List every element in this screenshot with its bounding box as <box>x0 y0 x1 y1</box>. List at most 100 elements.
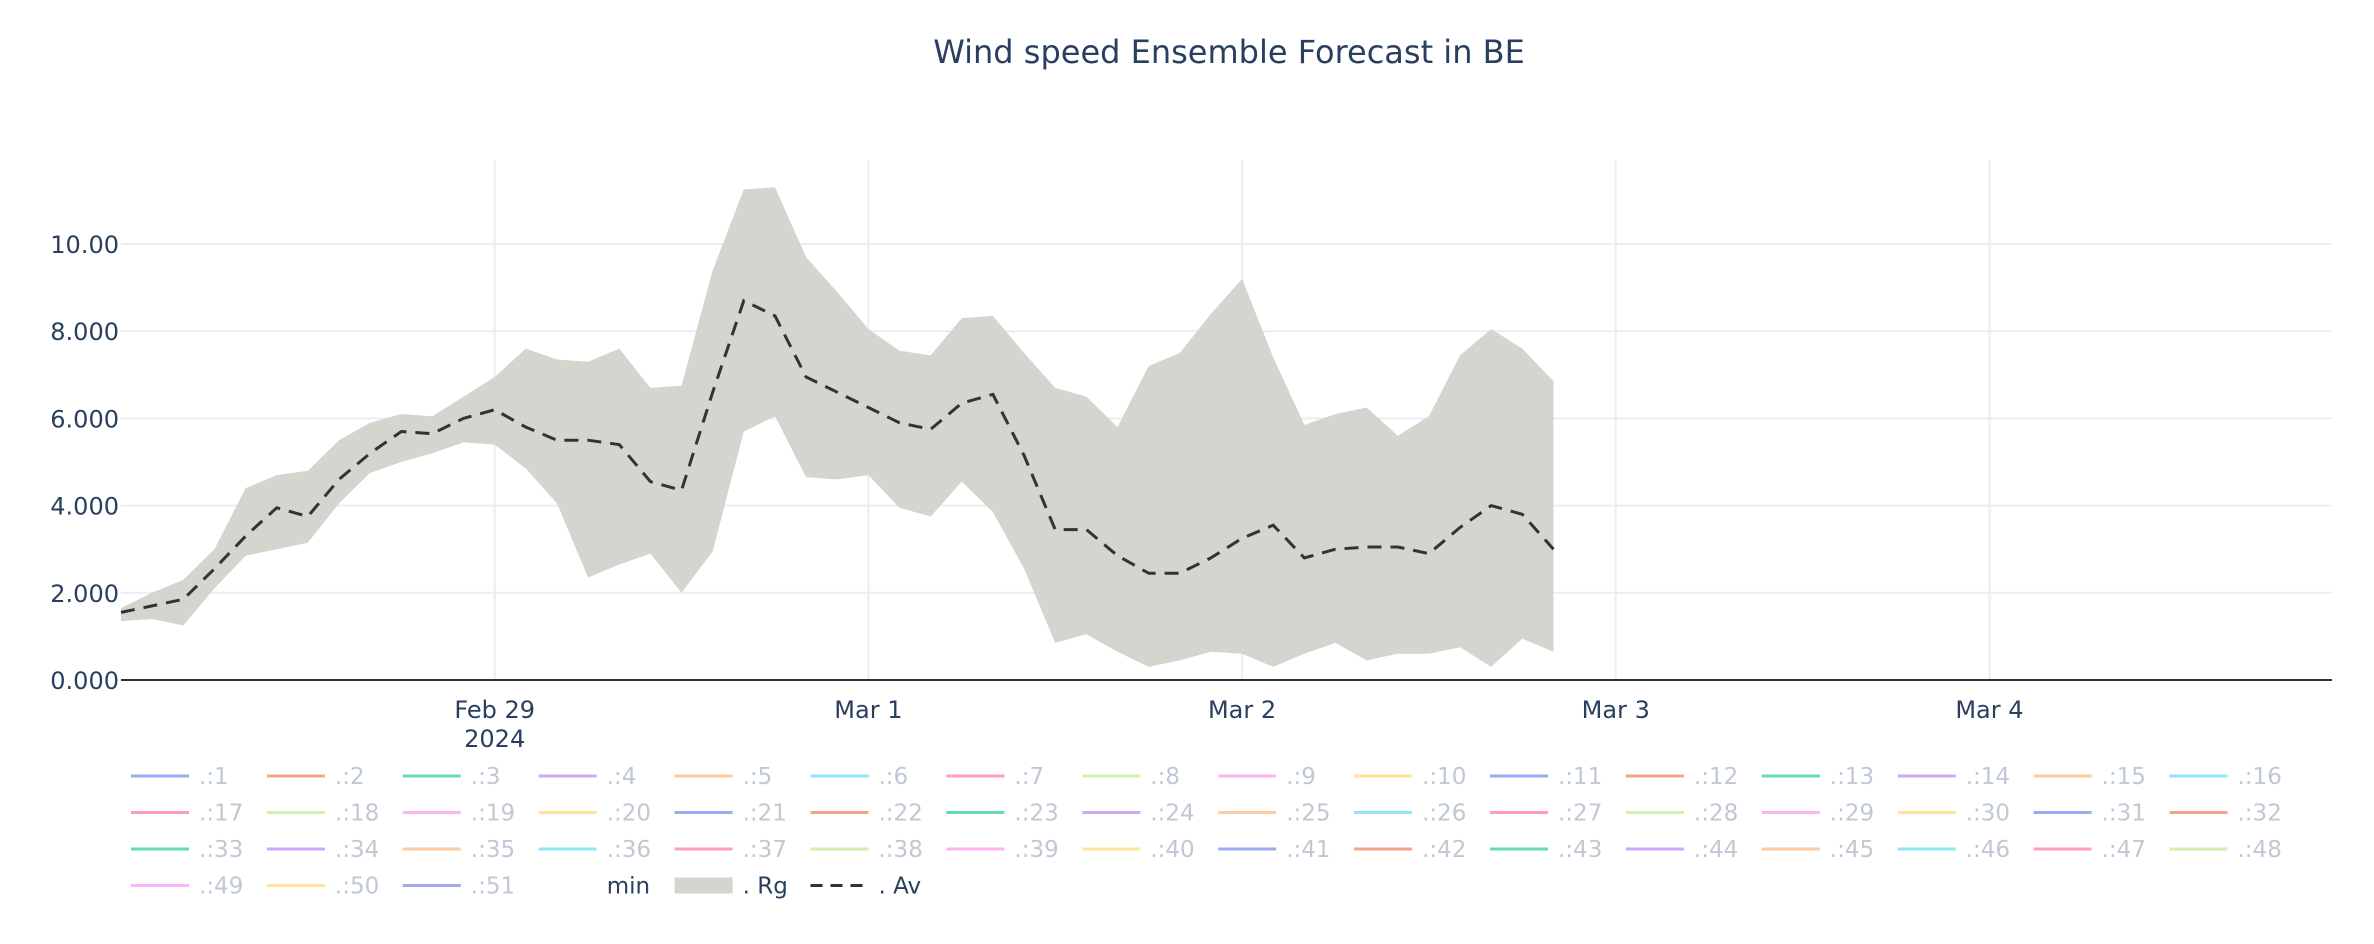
legend-label: .:30 <box>1966 801 2010 827</box>
legend-item[interactable]: .:29 <box>1761 801 1874 827</box>
legend-label: .:26 <box>1422 801 1466 827</box>
legend-item[interactable]: .:36 <box>538 837 651 863</box>
legend-label: .:40 <box>1150 837 1194 863</box>
legend-label: .:1 <box>199 764 229 790</box>
legend-item[interactable]: .:16 <box>2169 764 2282 790</box>
legend-item[interactable]: .:50 <box>266 874 379 900</box>
legend-item[interactable]: .:7 <box>946 764 1044 790</box>
legend-item[interactable]: .:30 <box>1897 801 2010 827</box>
legend-label: .:9 <box>1286 764 1316 790</box>
plot-area <box>120 187 1555 667</box>
legend-label: .:34 <box>335 837 379 863</box>
legend-item[interactable]: . Av <box>810 874 922 900</box>
legend-label: .:35 <box>471 837 515 863</box>
legend-item[interactable]: .:23 <box>946 801 1059 827</box>
legend-label: .:14 <box>1966 764 2010 790</box>
range-band <box>121 187 1554 667</box>
legend-item[interactable]: .:31 <box>2033 801 2146 827</box>
legend-label: .:48 <box>2238 837 2282 863</box>
axes: 0.000 2.000 4.000 6.000 8.000 10.00 Feb 292024… <box>50 231 2332 753</box>
legend-item[interactable]: .:6 <box>810 764 909 790</box>
legend-item[interactable]: .:42 <box>1354 837 1466 863</box>
legend-label: .:24 <box>1150 801 1194 827</box>
legend-item[interactable]: .:21 <box>674 801 787 827</box>
legend-item[interactable]: .:41 <box>1218 837 1331 863</box>
legend-label: .:46 <box>1966 837 2010 863</box>
legend-item[interactable]: .:34 <box>266 837 379 863</box>
legend-label: .:47 <box>2102 837 2146 863</box>
legend-item[interactable]: .:38 <box>810 837 923 863</box>
x-tick-year-label: 2024 <box>464 725 525 753</box>
legend-item[interactable]: .:25 <box>1218 801 1331 827</box>
legend-label: .:20 <box>607 801 651 827</box>
legend-label: .:43 <box>1558 837 1602 863</box>
legend-label: .:33 <box>199 837 243 863</box>
y-tick-label: 4.000 <box>50 493 119 521</box>
legend-label: .:32 <box>2238 801 2282 827</box>
legend-item[interactable]: .:19 <box>402 801 515 827</box>
legend-item[interactable]: .:5 <box>674 764 773 790</box>
legend-item[interactable]: .:9 <box>1218 764 1316 790</box>
legend-item[interactable]: .:4 <box>538 764 637 790</box>
legend-label: .:8 <box>1150 764 1180 790</box>
legend-label: .:3 <box>471 764 501 790</box>
legend-item[interactable]: .:20 <box>538 801 651 827</box>
chart-title: Wind speed Ensemble Forecast in BE <box>933 33 1525 71</box>
y-tick-label: 8.000 <box>50 318 119 346</box>
legend-item[interactable]: .:28 <box>1625 801 1738 827</box>
legend-item[interactable]: .:33 <box>131 837 243 863</box>
legend-item[interactable]: .:2 <box>266 764 365 790</box>
legend-label: .:16 <box>2238 764 2282 790</box>
legend-item[interactable]: .:51 <box>402 874 515 900</box>
legend-item[interactable]: .:3 <box>402 764 501 790</box>
legend-label: . Rg <box>743 874 788 900</box>
legend-label: .:44 <box>1694 837 1738 863</box>
legend-item[interactable]: .:15 <box>2033 764 2146 790</box>
legend-item[interactable]: min <box>607 874 650 900</box>
legend-item[interactable]: .:22 <box>810 801 923 827</box>
legend-item[interactable]: .:18 <box>266 801 379 827</box>
legend-item[interactable]: .:45 <box>1761 837 1874 863</box>
legend-swatch <box>674 877 733 894</box>
legend-item[interactable]: .:17 <box>131 801 243 827</box>
legend[interactable]: .:1 .:2 .:3 .:4 .:5 .:6 .:7 .:8 .:9 .:10 .:11 .:12.… <box>131 764 2282 900</box>
legend-label: .:5 <box>743 764 773 790</box>
legend-item[interactable]: .:49 <box>131 874 243 900</box>
legend-label: .:2 <box>335 764 365 790</box>
legend-item[interactable]: .:35 <box>402 837 515 863</box>
legend-item[interactable]: .:27 <box>1490 801 1602 827</box>
legend-item[interactable]: .:12 <box>1625 764 1738 790</box>
legend-item[interactable]: .:46 <box>1897 837 2010 863</box>
y-tick-label: 10.00 <box>50 231 119 259</box>
legend-item[interactable]: .:8 <box>1082 764 1180 790</box>
legend-item[interactable]: .:40 <box>1082 837 1195 863</box>
legend-item[interactable]: .:32 <box>2169 801 2282 827</box>
legend-item[interactable]: . Rg <box>674 874 788 900</box>
legend-label: .:38 <box>879 837 923 863</box>
legend-item[interactable]: .:11 <box>1490 764 1602 790</box>
legend-item[interactable]: .:37 <box>674 837 787 863</box>
x-tick-label: Mar 3 <box>1582 696 1650 724</box>
legend-label: .:31 <box>2102 801 2146 827</box>
legend-item[interactable]: .:10 <box>1354 764 1466 790</box>
legend-label: .:41 <box>1286 837 1330 863</box>
legend-item[interactable]: .:43 <box>1490 837 1602 863</box>
legend-item[interactable]: .:48 <box>2169 837 2282 863</box>
legend-label: min <box>607 874 650 900</box>
legend-item[interactable]: .:44 <box>1625 837 1738 863</box>
legend-label: .:12 <box>1694 764 1738 790</box>
legend-item[interactable]: .:24 <box>1082 801 1195 827</box>
legend-item[interactable]: .:13 <box>1761 764 1874 790</box>
legend-item[interactable]: .:1 <box>131 764 229 790</box>
legend-item[interactable]: .:14 <box>1897 764 2010 790</box>
legend-label: .:6 <box>879 764 909 790</box>
legend-label: .:13 <box>1830 764 1874 790</box>
legend-label: .:23 <box>1014 801 1058 827</box>
legend-item[interactable]: .:26 <box>1354 801 1466 827</box>
legend-label: .:4 <box>607 764 637 790</box>
legend-label: .:51 <box>471 874 515 900</box>
legend-item[interactable]: .:47 <box>2033 837 2146 863</box>
legend-item[interactable]: .:39 <box>946 837 1059 863</box>
legend-label: .:11 <box>1558 764 1602 790</box>
